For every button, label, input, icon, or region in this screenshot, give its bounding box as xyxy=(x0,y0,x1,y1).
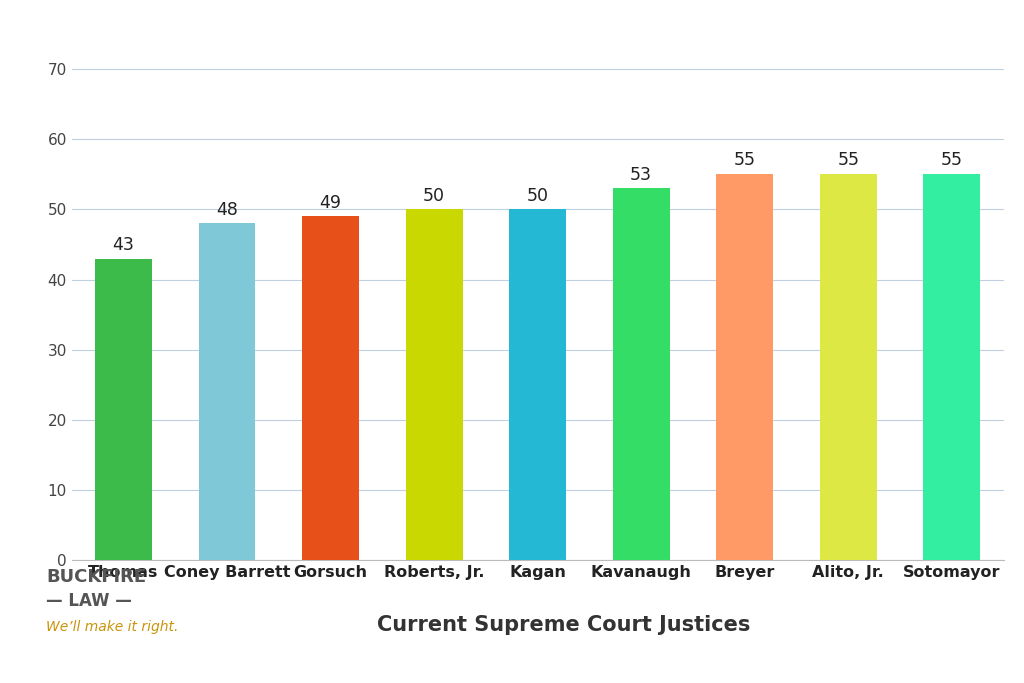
Text: We’ll make it right.: We’ll make it right. xyxy=(46,620,178,634)
Text: BUCKFIRE: BUCKFIRE xyxy=(46,568,146,586)
Bar xyxy=(302,217,359,560)
Bar xyxy=(716,174,773,560)
Bar xyxy=(95,259,152,560)
Text: 50: 50 xyxy=(526,186,549,204)
Bar xyxy=(924,174,980,560)
Text: 43: 43 xyxy=(113,236,134,253)
Bar xyxy=(820,174,877,560)
Text: 50: 50 xyxy=(423,186,445,204)
Bar xyxy=(199,223,255,560)
Text: — LAW —: — LAW — xyxy=(46,592,132,610)
Bar xyxy=(509,210,566,560)
Bar xyxy=(612,189,670,560)
Text: 55: 55 xyxy=(838,152,859,169)
Text: Current Supreme Court Justices: Current Supreme Court Justices xyxy=(377,615,750,635)
Text: 49: 49 xyxy=(319,193,342,212)
Text: 55: 55 xyxy=(941,152,963,169)
Text: 55: 55 xyxy=(733,152,756,169)
Bar xyxy=(406,210,463,560)
Text: 53: 53 xyxy=(630,165,652,184)
Text: 48: 48 xyxy=(216,201,238,219)
